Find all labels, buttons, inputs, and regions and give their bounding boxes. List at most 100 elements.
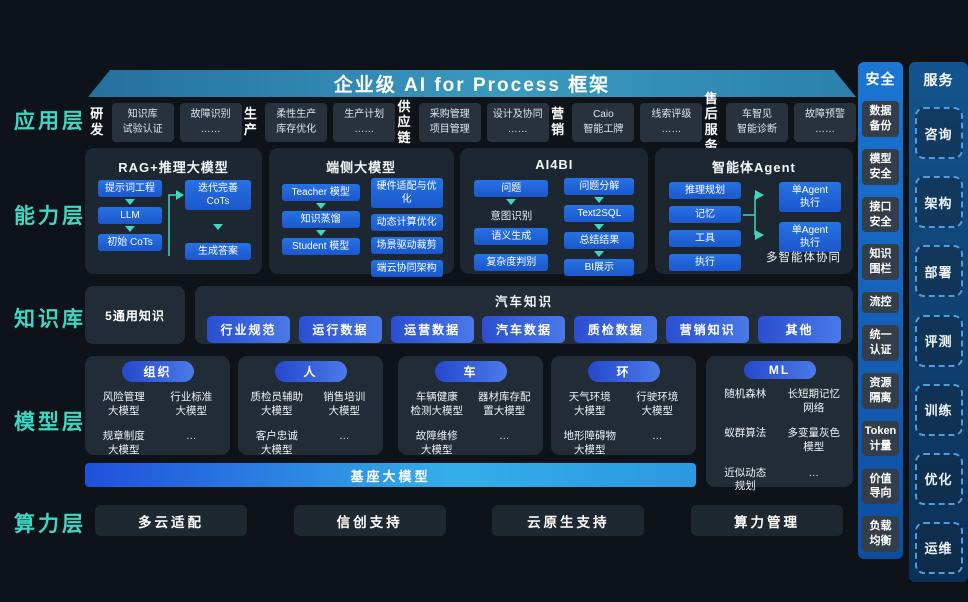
framework-title: 企业级 AI for Process 框架: [333, 75, 611, 96]
model-item: 随机森林: [724, 388, 767, 400]
rag-step: 生成答案: [185, 243, 251, 260]
model-item: 长短期记忆 网络: [787, 388, 841, 414]
model-item: 规章制度 大模型: [102, 430, 145, 456]
panel-title: RAG+推理大模型: [118, 160, 229, 175]
compute-box: 云原生支持: [492, 505, 645, 536]
ai4bi-step: 语义生成: [474, 228, 549, 245]
app-group-production: 生产 柔性生产 库存优化 生产计划 ……: [242, 102, 396, 142]
flow-connector: [168, 190, 184, 256]
knowledge-layer-row: 5通用知识 汽车知识 行业规范 运行数据 运营数据 汽车数据 质检数据 营销知识…: [85, 286, 853, 344]
rag-left-column: 提示词工程 LLM 初始 CoTs: [98, 180, 162, 251]
model-group-pill: 组织: [121, 361, 194, 382]
edge-left-column: Teacher 模型 知识蒸馏 Student 模型: [281, 184, 360, 255]
agent-caption: 多智能体协同: [765, 252, 841, 264]
security-item: Token 计量: [862, 420, 899, 457]
application-layer-row: 研发 知识库 试验认证 故障识别 …… 生产 柔性生产 库存优化 生产计划 ………: [88, 91, 856, 153]
knowledge-pill: 质检数据: [574, 316, 658, 343]
automotive-knowledge-title: 汽车知识: [494, 295, 553, 309]
app-group-supply-chain: 供应 链 采购管理 项目管理 设计及协同 ……: [395, 99, 549, 146]
flow-connector: [742, 190, 764, 240]
services-column: 服务 咨询 架构 部署 评测 训练 优化 运维: [909, 62, 968, 582]
agent-executor: 单Agent 执行: [778, 222, 841, 252]
general-knowledge-box: 5通用知识: [85, 286, 185, 344]
automotive-knowledge-panel: 汽车知识 行业规范 运行数据 运营数据 汽车数据 质检数据 营销知识 其他: [195, 286, 853, 344]
app-box: 知识库 试验认证: [111, 102, 174, 142]
model-item: …: [808, 466, 820, 479]
knowledge-pill: 行业规范: [207, 316, 290, 343]
services-header: 服务: [923, 72, 954, 88]
arrow-down-icon: [594, 197, 605, 203]
agent-right-column: 单Agent 执行 单Agent 执行: [778, 182, 841, 252]
model-item: …: [652, 430, 663, 443]
app-box: 车智见 智能诊断: [725, 102, 788, 142]
edge-feature: 硬件适配与优 化: [370, 178, 443, 208]
arrow-down-icon: [213, 223, 223, 230]
knowledge-pill: 其他: [757, 316, 841, 343]
capability-layer-row: RAG+推理大模型 提示词工程 LLM 初始 CoTs 迭代完善 CoTs 生成…: [85, 148, 853, 277]
knowledge-pill-row: 行业规范 运行数据 运营数据 汽车数据 质检数据 营销知识 其他: [195, 310, 853, 343]
edge-step: 知识蒸馏: [281, 211, 360, 228]
arrow-down-icon: [125, 226, 135, 232]
security-column: 安全 数据 备份 模型 安全 接口 安全 知识 围栏 流控 统一 认证 资源 隔…: [858, 62, 903, 559]
knowledge-pill: 运营数据: [390, 316, 474, 343]
model-item: 天气环境 大模型: [568, 391, 611, 417]
arrow-down-icon: [594, 251, 605, 257]
app-group-label: 营销: [551, 106, 565, 137]
layer-label-application: 应用层: [14, 110, 86, 133]
service-item: 评测: [914, 314, 963, 367]
compute-box: 信创支持: [293, 505, 446, 536]
rag-step: 初始 CoTs: [98, 234, 162, 251]
model-item: 地形障碍物 大模型: [563, 430, 617, 456]
agent-component: 执行: [668, 254, 741, 271]
security-item: 流控: [862, 292, 899, 314]
compute-box: 多云适配: [95, 505, 247, 536]
panel-edge-model: 端侧大模型 Teacher 模型 知识蒸馏 Student 模型 硬件适配与优 …: [268, 148, 454, 277]
security-header: 安全: [865, 71, 896, 87]
panel-ai4bi: AI4BI 问题 意图识别 语义生成 复杂度判别 问题分解 Text2SQL 总…: [460, 148, 649, 276]
app-box: Caio 智能工牌: [572, 102, 635, 142]
model-item-grid: 质检员辅助 大模型 销售培训 大模型 客户忠诚 大模型 …: [238, 391, 383, 458]
model-item: 销售培训 大模型: [323, 391, 366, 417]
app-group-after-sales: 售后 服务 车智见 智能诊断 故障预警 ……: [702, 91, 856, 153]
model-item: 故障维修 大模型: [415, 430, 458, 456]
model-group-pill: 环: [587, 361, 660, 382]
app-group-rd: 研发 知识库 试验认证 故障识别 ……: [88, 102, 242, 142]
knowledge-pill: 运行数据: [298, 316, 382, 343]
edge-feature: 端云协同架构: [370, 260, 443, 277]
security-item: 数据 备份: [862, 101, 899, 137]
app-box: 故障识别 ……: [179, 102, 242, 142]
model-group-pill: 车: [434, 361, 507, 382]
rag-right-column: 迭代完善 CoTs 生成答案: [185, 180, 251, 260]
model-item-grid: 车辆健康 检测大模型 器材库存配 置大模型 故障维修 大模型 …: [398, 391, 543, 458]
model-item: 客户忠诚 大模型: [255, 430, 298, 456]
model-group-ml: ML 随机森林 长短期记忆 网络 蚁群算法 多变量灰色 模型 近似动态 规划 …: [706, 356, 853, 492]
agent-component: 工具: [668, 230, 741, 247]
app-box: 线索评级 ……: [640, 102, 703, 142]
model-item: 器材库存配 置大模型: [478, 391, 531, 417]
arrow-down-icon: [594, 224, 605, 230]
model-group-vehicle: 车 车辆健康 检测大模型 器材库存配 置大模型 故障维修 大模型 …: [398, 356, 543, 458]
agent-component: 推理规划: [668, 182, 741, 199]
model-item: 质检员辅助 大模型: [250, 391, 304, 417]
app-box: 设计及协同 ……: [486, 102, 549, 142]
model-item: 风险管理 大模型: [102, 391, 145, 417]
app-group-label: 供应 链: [397, 98, 411, 145]
rag-step: 提示词工程: [98, 180, 162, 197]
rag-step: 迭代完善 CoTs: [185, 180, 251, 210]
arrow-down-icon: [125, 199, 135, 205]
security-item: 接口 安全: [862, 196, 899, 233]
edge-right-column: 硬件适配与优 化 动态计算优化 场景驱动裁剪 端云协同架构: [370, 178, 443, 277]
service-item: 部署: [914, 245, 963, 298]
arrow-down-icon: [315, 203, 326, 209]
arrow-down-icon: [506, 199, 517, 205]
edge-feature: 动态计算优化: [370, 214, 443, 231]
app-box: 故障预警 ……: [793, 102, 856, 142]
ai4bi-step: 总结结果: [564, 232, 635, 249]
panel-rag: RAG+推理大模型 提示词工程 LLM 初始 CoTs 迭代完善 CoTs 生成…: [85, 148, 262, 274]
model-item: 车辆健康 检测大模型: [410, 391, 464, 417]
framework-banner: 企业级 AI for Process 框架: [88, 70, 856, 97]
security-item: 模型 安全: [862, 148, 899, 185]
ai4bi-step: 问题: [474, 180, 549, 197]
app-box: 柔性生产 库存优化: [265, 102, 328, 142]
